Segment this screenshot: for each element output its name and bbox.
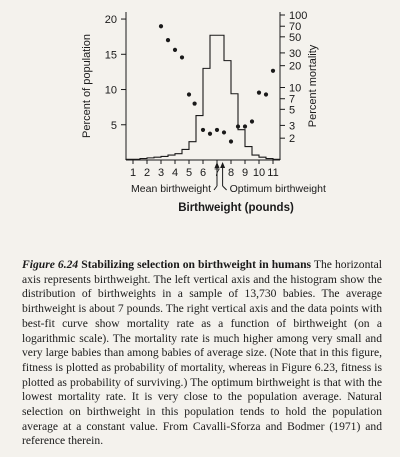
mortality-point xyxy=(242,124,248,129)
x-axis-tick-label: 5 xyxy=(186,167,192,179)
mortality-point xyxy=(179,55,185,60)
mortality-point xyxy=(207,131,213,136)
left-axis-tick-label: 15 xyxy=(105,49,117,61)
histogram-bar xyxy=(175,154,182,160)
histogram-bar xyxy=(161,156,168,160)
mortality-point xyxy=(214,127,220,133)
mortality-point xyxy=(249,119,255,124)
histogram-bar xyxy=(224,61,231,160)
right-axis-tick-label: 5 xyxy=(289,104,295,116)
histogram-bar xyxy=(189,142,196,160)
left-axis-tick-label: 10 xyxy=(105,85,117,97)
x-axis-tick-label: 10 xyxy=(253,167,265,179)
mortality-point xyxy=(235,124,241,129)
mortality-point xyxy=(256,90,262,95)
right-axis-tick-label: 70 xyxy=(289,21,301,33)
mortality-point xyxy=(165,38,171,43)
mortality-point xyxy=(186,92,192,97)
x-axis-tick-label: 3 xyxy=(158,167,164,179)
right-axis-tick-label: 7 xyxy=(289,94,295,106)
histogram-bar xyxy=(168,155,175,160)
histogram-bar xyxy=(252,155,259,160)
x-axis-tick-label: 11 xyxy=(267,167,278,179)
x-axis-tick-label: 6 xyxy=(200,167,206,179)
right-axis-tick-label: 30 xyxy=(289,48,301,60)
annotation-leader xyxy=(213,185,218,191)
histogram-bar xyxy=(245,147,252,160)
histogram-bar xyxy=(217,35,224,160)
left-axis-title: Percent of population xyxy=(81,34,93,138)
right-axis-tick-label: 100 xyxy=(289,10,307,22)
histogram-bar xyxy=(203,68,210,160)
left-axis-tick-label: 20 xyxy=(105,14,117,26)
x-axis-title: Birthweight (pounds) xyxy=(178,202,294,214)
histogram-outline xyxy=(125,34,281,160)
x-axis-tick-label: 9 xyxy=(242,167,248,179)
histogram-bar xyxy=(196,116,203,160)
mortality-point xyxy=(192,101,197,106)
annotation-optimum-birthweight: Optimum birthweight xyxy=(230,183,326,195)
right-axis-tick-label: 2 xyxy=(289,133,295,145)
figure-label: Figure 6.24 xyxy=(22,258,79,271)
figure-caption-body: The horizontal axis represents birthweig… xyxy=(22,258,382,448)
mortality-point xyxy=(263,92,269,97)
figure-title: Stabilizing selection on birthweight in … xyxy=(81,258,312,271)
mortality-point xyxy=(200,127,206,133)
left-axis-tick-label: 5 xyxy=(111,120,117,132)
right-axis-tick-label: 50 xyxy=(289,32,301,44)
mortality-point xyxy=(228,139,234,144)
x-axis-tick-label: 8 xyxy=(228,167,234,179)
histogram-bar xyxy=(238,130,245,160)
x-axis-tick-label: 4 xyxy=(172,167,178,179)
x-axis-tick-label: 1 xyxy=(130,167,136,179)
annotation-arrowhead xyxy=(214,162,220,168)
histogram-bar xyxy=(182,149,189,160)
x-axis-tick-label: 2 xyxy=(144,167,150,179)
mortality-point xyxy=(158,24,164,29)
figure-caption: Figure 6.24 Stabilizing selection on bir… xyxy=(22,258,382,449)
mortality-point xyxy=(221,130,227,135)
annotation-leader xyxy=(222,185,227,191)
right-axis-tick-label: 10 xyxy=(289,83,301,95)
histogram-bar xyxy=(210,35,217,160)
mortality-point xyxy=(172,47,178,53)
annotation-arrowhead xyxy=(220,162,226,168)
annotation-mean-birthweight: Mean birthweight xyxy=(131,183,211,195)
right-axis-tick-label: 20 xyxy=(289,61,301,73)
right-axis-title: Percent mortality xyxy=(307,44,319,127)
right-axis-tick-label: 3 xyxy=(289,120,295,132)
mortality-point xyxy=(270,68,276,73)
